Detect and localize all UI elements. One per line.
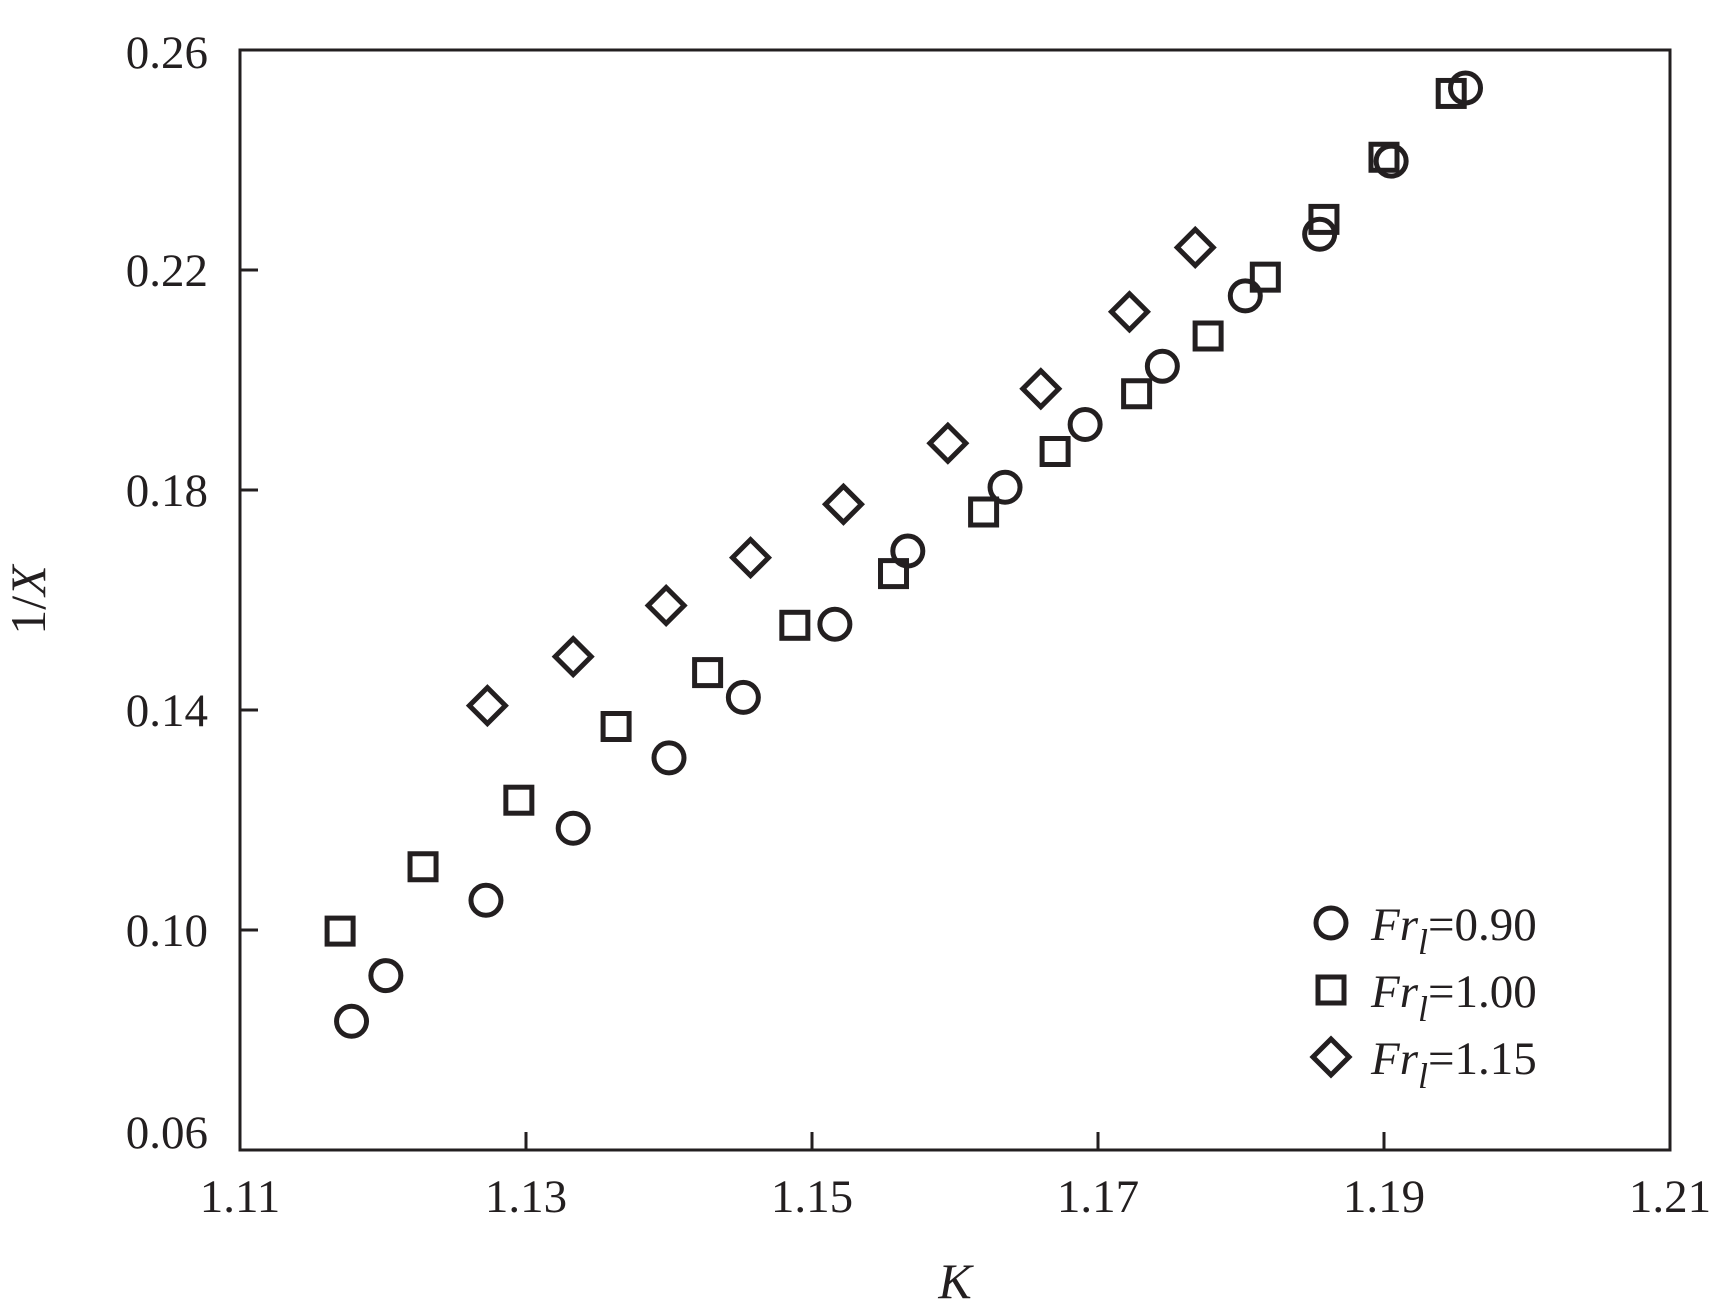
square-point [1308,203,1340,235]
x-tick-label: 1.21 [1629,1171,1711,1223]
legend-value: =1.15 [1428,1033,1537,1085]
legend-subscript: l [1418,1056,1428,1096]
circle-point [817,606,853,642]
x-tick-label: 1.13 [485,1171,567,1223]
x-axis-label: K [937,1253,974,1309]
x-tick-label: 1.17 [1057,1171,1139,1223]
plot-frame [238,48,1672,1152]
square-point [1121,378,1153,410]
diamond-point [551,635,595,679]
square-point [692,657,724,689]
y-tick-label: 0.26 [126,27,208,79]
y-tick-label: 0.18 [126,465,208,517]
y-axis-label-number: 1/ [0,596,56,635]
y-tick-label: 0.14 [126,685,208,737]
legend-circle-icon [1313,905,1349,941]
y-axis-label-symbol: X [0,563,56,598]
square-point [1039,436,1071,467]
square-point [1192,320,1224,352]
square-point [1368,141,1400,173]
legend-entry: Frl=1.00 [1370,966,1537,1029]
x-axis: 1.11 1.13 1.15 1.17 1.19 1.21 [200,1132,1711,1223]
diamond-point [644,583,688,628]
legend-subscript: l [1418,989,1428,1029]
diamond-point [1019,367,1063,411]
square-point [779,609,811,641]
legend-entry: Frl=0.90 [1370,899,1537,962]
x-tick-label: 1.15 [771,1171,853,1223]
diamond-point [728,536,773,580]
circle-point [334,1003,370,1039]
y-axis: 0.06 0.10 0.14 0.18 0.22 0.26 [126,27,258,1159]
y-axis-label: 1/X [0,563,56,635]
circle-point [1144,348,1180,384]
square-point [1249,261,1281,293]
circle-point [651,740,687,776]
y-tick-label: 0.06 [126,1107,208,1159]
data-points [324,70,1484,1039]
legend-entry: Frl=1.15 [1370,1033,1537,1096]
square-point [1435,77,1467,109]
square-point [407,851,439,883]
x-tick-label: 1.19 [1343,1171,1425,1223]
legend-symbol: Fr [1370,966,1419,1018]
legend-subscript: l [1418,922,1428,962]
diamond-point [926,421,970,465]
legend-symbol: Fr [1370,899,1419,951]
square-point [878,558,910,590]
diamond-point [821,482,865,526]
legend-square-icon [1315,974,1347,1006]
x-tick-label: 1.11 [200,1171,281,1223]
legend-value: =1.00 [1428,966,1537,1018]
legend-symbol: Fr [1370,1033,1419,1085]
circle-point [987,469,1023,505]
legend-diamond-icon [1309,1035,1353,1079]
legend-value: =0.90 [1428,899,1537,951]
y-tick-label: 0.10 [126,905,208,957]
circle-point [368,958,404,994]
circle-point [555,810,591,846]
circle-point [1067,407,1103,443]
square-point [324,915,356,947]
square-point [503,784,535,816]
square-point [600,711,632,742]
diamond-point [465,684,509,728]
diamond-point [1173,225,1217,269]
circle-point [1227,278,1263,314]
circle-point [725,679,761,715]
diamond-point [1107,290,1151,334]
circle-point [468,882,504,918]
y-tick-label: 0.22 [126,245,208,297]
square-point [968,496,1000,528]
